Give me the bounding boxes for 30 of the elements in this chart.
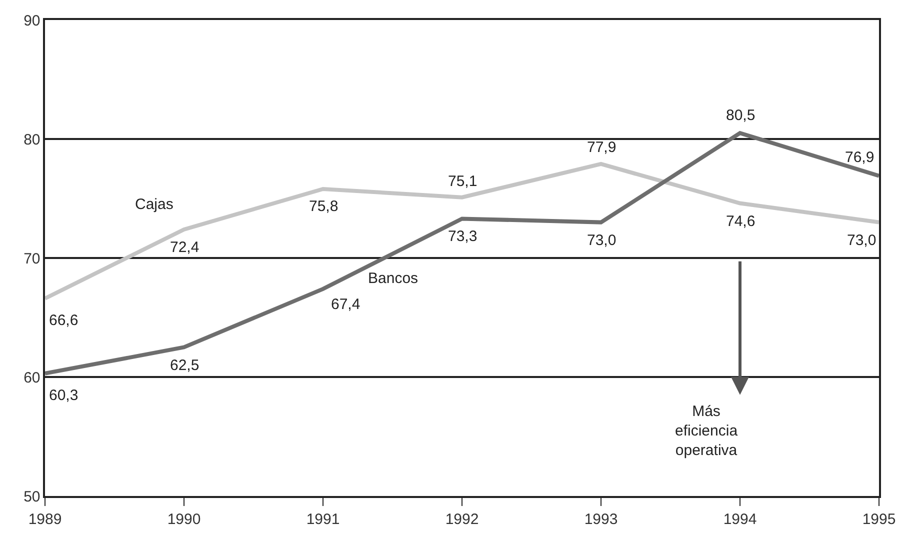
y-tick-label: 80 bbox=[24, 131, 40, 148]
data-label: 74,6 bbox=[726, 213, 756, 230]
data-label: 67,4 bbox=[331, 296, 360, 313]
x-tick-label: 1993 bbox=[584, 510, 618, 528]
x-tick-label: 1990 bbox=[167, 510, 201, 528]
y-tick-label: 50 bbox=[24, 488, 40, 506]
data-label: 76,9 bbox=[845, 149, 874, 166]
data-label: 77,9 bbox=[587, 139, 616, 156]
data-label: 80,5 bbox=[726, 107, 756, 124]
y-tick-label: 60 bbox=[24, 369, 40, 386]
x-tick-label: 1994 bbox=[723, 510, 757, 528]
line-series bbox=[45, 131, 879, 376]
y-tick-label: 70 bbox=[24, 250, 40, 268]
series-label: Bancos bbox=[368, 270, 418, 287]
data-label: 62,5 bbox=[170, 357, 200, 374]
y-tick-label: 90 bbox=[24, 12, 40, 30]
data-label: 73,0 bbox=[587, 232, 616, 249]
data-label: 73,0 bbox=[847, 232, 876, 249]
series-label: Cajas bbox=[135, 196, 174, 213]
data-label: 75,8 bbox=[309, 198, 338, 215]
data-label: 66,6 bbox=[49, 312, 78, 329]
annotation: Más eficiencia operativa bbox=[675, 403, 738, 459]
data-label: 60,3 bbox=[49, 387, 78, 404]
x-tick-label: 1991 bbox=[306, 510, 340, 528]
x-tick-label: 1995 bbox=[862, 510, 896, 528]
x-tick-label: 1989 bbox=[28, 510, 62, 528]
data-label: 73,3 bbox=[448, 228, 478, 245]
x-tick-label: 1992 bbox=[445, 510, 479, 528]
data-label: 75,1 bbox=[448, 173, 478, 190]
data-label: 72,4 bbox=[170, 239, 200, 256]
